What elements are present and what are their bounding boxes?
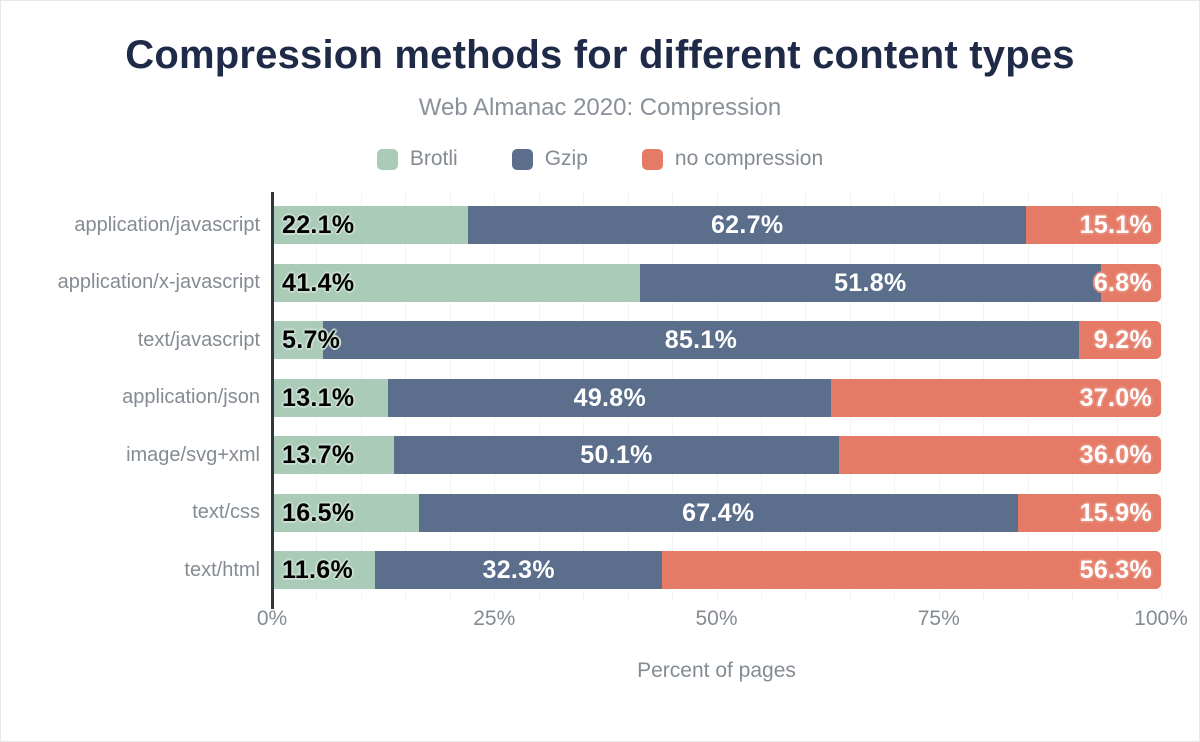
legend-label: Brotli: [409, 147, 458, 170]
chart-title: Compression methods for different conten…: [125, 33, 1075, 77]
legend-item-gzip: Gzip: [511, 147, 588, 171]
category-label: text/javascript: [137, 328, 260, 351]
bar-segment-no-compression[interactable]: [1100, 263, 1161, 302]
bar-value-label: 15.9%: [1079, 498, 1152, 527]
x-tick-label: 25%: [473, 607, 516, 630]
bar-segment-gzip[interactable]: [640, 263, 1101, 302]
bar-row: application/x-javascript 41.4% 51.8% 6.8%: [56, 263, 1161, 302]
legend: Brotli Gzip no compression: [1, 145, 1199, 173]
bar-value-label: 85.1%: [664, 326, 738, 354]
x-axis-ticks: 0% 25% 50% 75% 100%: [257, 605, 1188, 633]
bar-value-label: 5.7%: [282, 326, 341, 354]
legend-label: no compression: [674, 147, 824, 170]
bar-value-label: 22.1%: [282, 211, 355, 239]
bar-segment-brotli[interactable]: [272, 378, 389, 417]
bar-value-label: 41.4%: [282, 268, 355, 297]
bar-value-label: 16.5%: [282, 498, 355, 527]
bar-row: text/html 11.6% 32.3% 56.3%: [56, 551, 1161, 589]
bar-value-label: 6.8%: [1093, 268, 1152, 297]
bar-value-label: 51.8%: [834, 268, 907, 297]
bar-value-label: 36.0%: [1079, 441, 1152, 469]
bar-segment-no-compression[interactable]: [1025, 206, 1161, 244]
stacked-bar: 13.1% 49.8% 37.0%: [272, 378, 1161, 417]
category-label: application/javascript: [74, 213, 260, 236]
x-axis-title: Percent of pages: [637, 659, 796, 682]
grid-line: [1161, 192, 1162, 599]
stacked-bar: 13.7% 50.1% 36.0%: [272, 436, 1161, 474]
bar-value-label: 56.3%: [1079, 556, 1152, 584]
bar-segment-brotli[interactable]: [272, 493, 419, 532]
bar-value-label: 11.6%: [282, 556, 354, 584]
stacked-bar: 16.5% 67.4% 15.9%: [272, 493, 1161, 532]
y-axis-line: [271, 192, 274, 609]
plot-area: application/javascript 22.1% 62.7% 15.1% app…: [56, 192, 1162, 609]
bar-value-label: 62.7%: [710, 211, 784, 239]
category-label: image/svg+xml: [126, 443, 260, 466]
x-tick-label: 50%: [695, 607, 738, 630]
bar-row: application/javascript 22.1% 62.7% 15.1%: [56, 206, 1161, 244]
bar-value-label: 15.1%: [1079, 211, 1152, 239]
bar-segment-gzip[interactable]: [322, 321, 1080, 359]
bar-segment-gzip[interactable]: [375, 551, 663, 589]
bar-value-label: 50.1%: [580, 441, 653, 469]
bar-value-label: 67.4%: [682, 498, 755, 527]
bar-value-label: 9.2%: [1093, 326, 1152, 354]
bar-row: image/svg+xml 13.7% 50.1% 36.0%: [56, 436, 1161, 474]
bar-segment-brotli[interactable]: [272, 321, 323, 359]
bar-segment-brotli[interactable]: [272, 436, 394, 474]
bar-segment-no-compression[interactable]: [1079, 321, 1161, 359]
chart-rows: application/javascript 22.1% 62.7% 15.1% app…: [56, 206, 1161, 589]
legend-label: Gzip: [544, 147, 588, 170]
bar-segment-brotli[interactable]: [272, 551, 376, 589]
category-label: application/x-javascript: [57, 271, 260, 293]
category-label: application/json: [122, 386, 260, 408]
chart-subtitle: Web Almanac 2020: Compression: [418, 94, 782, 121]
legend-swatch-icon: [376, 148, 398, 170]
stacked-bar: 22.1% 62.7% 15.1%: [272, 206, 1161, 244]
stacked-bar: 11.6% 32.3% 56.3%: [272, 551, 1161, 589]
bar-segment-no-compression[interactable]: [839, 436, 1161, 474]
category-label: text/html: [184, 558, 260, 581]
bar-value-label: 32.3%: [482, 556, 555, 584]
bar-value-label: 37.0%: [1079, 383, 1152, 412]
legend-item-brotli: Brotli: [376, 147, 458, 171]
bar-segment-gzip[interactable]: [418, 493, 1018, 532]
bar-segment-no-compression[interactable]: [831, 378, 1161, 417]
bar-segment-gzip[interactable]: [393, 436, 840, 474]
x-tick-label: 75%: [917, 607, 960, 630]
bar-segment-brotli[interactable]: [272, 206, 469, 244]
bar-segment-no-compression[interactable]: [1017, 493, 1161, 532]
legend-swatch-icon: [511, 148, 533, 170]
bar-row: application/json 13.1% 49.8% 37.0%: [56, 378, 1161, 417]
legend-item-no-compression: no compression: [641, 147, 824, 171]
stacked-bar: 41.4% 51.8% 6.8%: [272, 263, 1161, 302]
stacked-bar: 5.7% 85.1% 9.2%: [272, 321, 1161, 359]
bar-row: text/javascript 5.7% 85.1% 9.2%: [56, 321, 1161, 359]
bar-segment-gzip[interactable]: [468, 206, 1026, 244]
bar-value-label: 13.7%: [282, 441, 355, 469]
bar-segment-no-compression[interactable]: [662, 551, 1161, 589]
bar-value-label: 49.8%: [573, 383, 647, 412]
bar-row: text/css 16.5% 67.4% 15.9%: [56, 493, 1161, 532]
x-tick-label: 0%: [256, 607, 288, 630]
bar-segment-brotli[interactable]: [272, 263, 641, 302]
bar-segment-gzip[interactable]: [388, 378, 832, 417]
legend-swatch-icon: [641, 148, 663, 170]
category-label: text/css: [192, 501, 260, 523]
x-tick-label: 100%: [1134, 607, 1188, 630]
bar-value-label: 13.1%: [282, 383, 355, 412]
